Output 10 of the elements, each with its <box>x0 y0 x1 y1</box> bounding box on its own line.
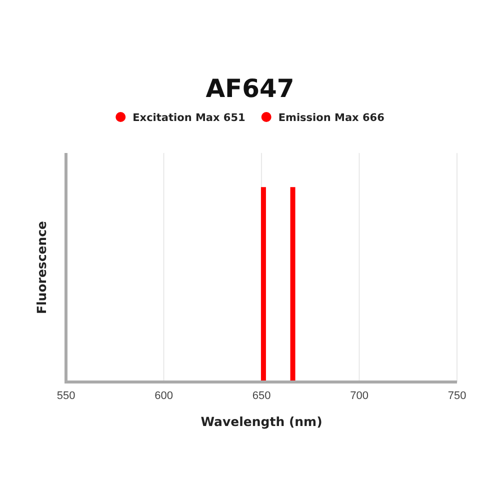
x-tick-label: 650 <box>252 390 271 402</box>
x-tick-label: 700 <box>350 390 368 402</box>
legend-label: Emission Max 666 <box>278 112 384 124</box>
legend-label: Excitation Max 651 <box>132 112 246 124</box>
y-axis-title: Fluorescence <box>34 220 49 314</box>
x-tick-label: 600 <box>154 390 173 402</box>
x-tick-label: 750 <box>448 390 466 402</box>
x-tick-label: 550 <box>56 390 76 402</box>
x-axis-title: Wavelength (nm) <box>200 414 322 429</box>
chart-title: AF647 <box>206 74 294 103</box>
